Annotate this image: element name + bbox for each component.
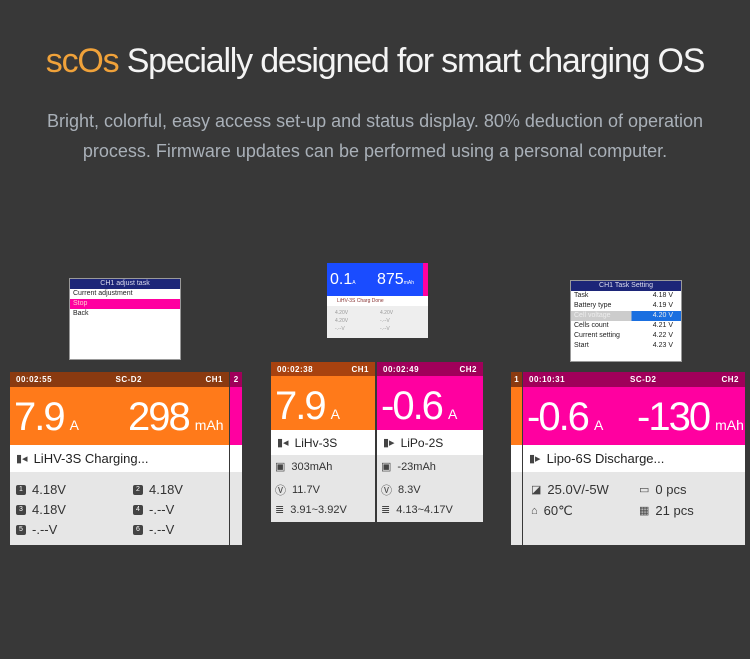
task-setting-menu: CH1 Task Setting Task 4.18 V Battery type… bbox=[570, 280, 682, 362]
page-title: scOs Specially designed for smart chargi… bbox=[0, 42, 750, 81]
battery-discharge-icon: ▮▸ bbox=[529, 453, 541, 465]
menu-item-current-adjustment[interactable]: Current adjustment bbox=[73, 290, 133, 297]
power-icon: ◪ bbox=[531, 484, 542, 496]
menu-item-back[interactable]: Back bbox=[73, 310, 89, 317]
calendar-icon: ▭ bbox=[639, 484, 650, 496]
discharging-screen-ch2: 00:10:31 SC-D2 CH2 -0.6 A -130 mAh ▮▸ Lipo-6S… bbox=[523, 372, 745, 545]
menu-title: CH1 adjust task bbox=[70, 279, 180, 289]
cells-icon: ≣ bbox=[275, 504, 285, 516]
fuel-icon: ▣ bbox=[275, 461, 286, 473]
charging-screen-ch1: 00:02:55 SC-D2 CH1 7.9 A 298 mAh ▮◂ LiHV-3S C… bbox=[10, 372, 229, 545]
mini-status-screen: 0.1A 875mAh LiHV-3S Charg Done 4.20V 4.20… bbox=[327, 263, 428, 338]
battery-discharge-icon: ▮▸ bbox=[383, 437, 395, 449]
battery-charge-icon: ▮◂ bbox=[277, 437, 289, 449]
dual-screen-ch2: 00:02:49 CH2 -0.6 A ▮▸ LiPo-2S ▣ -23mAh Ⓥ 8.3… bbox=[377, 362, 483, 522]
big-readout: 7.9 A 298 mAh bbox=[10, 387, 229, 445]
menu-item-battery-type[interactable]: Battery type 4.19 V bbox=[574, 302, 673, 309]
menu-title: CH1 Task Setting bbox=[571, 281, 681, 291]
status-header: 00:02:55 SC-D2 CH1 bbox=[10, 372, 229, 387]
adjust-task-menu: CH1 adjust task Current adjustment Stop … bbox=[69, 278, 181, 360]
status-line: ▮◂ LiHV-3S Charging... bbox=[10, 445, 229, 472]
mini-status: LiHV-3S Charg Done bbox=[327, 296, 428, 306]
menu-item-cell-voltage[interactable]: Cell voltage 4.20 V bbox=[571, 311, 681, 321]
voltage-icon: Ⓥ bbox=[381, 485, 392, 497]
dual-screen-ch1: 00:02:38 CH1 7.9 A ▮◂ LiHv-3S ▣ 303mAh Ⓥ 11.7… bbox=[271, 362, 375, 522]
subtitle: Bright, colorful, easy access set-up and… bbox=[46, 111, 704, 161]
voltage-icon: Ⓥ bbox=[275, 485, 286, 497]
menu-item-start[interactable]: Start 4.23 V bbox=[574, 342, 673, 349]
ch2-side-tab[interactable]: 2 bbox=[230, 372, 242, 545]
menu-item-task[interactable]: Task 4.18 V bbox=[574, 292, 673, 299]
grid-icon: ▦ bbox=[639, 505, 650, 517]
fuel-icon: ▣ bbox=[381, 461, 392, 473]
ch1-side-tab[interactable]: 1 bbox=[511, 372, 522, 545]
menu-item-stop[interactable]: Stop bbox=[70, 299, 180, 309]
brand-name: scOs bbox=[45, 42, 120, 80]
mini-big-readout: 0.1A 875mAh bbox=[327, 263, 423, 296]
title-text: Specially designed for smart charging OS bbox=[126, 42, 706, 80]
temperature-icon: ⌂ bbox=[531, 505, 538, 517]
menu-item-cells-count[interactable]: Cells count 4.21 V bbox=[574, 322, 673, 329]
menu-item-current-setting[interactable]: Current setting 4.22 V bbox=[574, 332, 673, 339]
battery-charge-icon: ▮◂ bbox=[16, 453, 28, 465]
cells-icon: ≣ bbox=[381, 504, 391, 516]
